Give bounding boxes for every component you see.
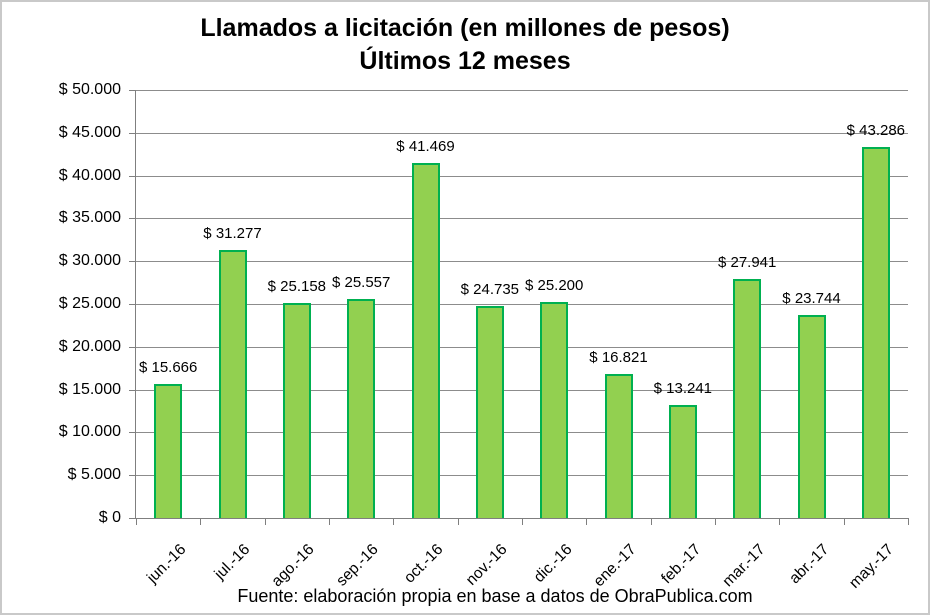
y-axis-tick xyxy=(129,518,136,519)
y-axis-tick xyxy=(129,218,136,220)
y-axis-tick xyxy=(129,175,136,177)
y-axis-tick xyxy=(129,90,136,91)
bar xyxy=(668,404,697,518)
x-axis-tick xyxy=(586,518,588,525)
gridline xyxy=(136,475,908,477)
x-axis-tick xyxy=(908,518,909,525)
bar-value-label: $ 43.286 xyxy=(846,122,906,140)
x-axis-tick xyxy=(329,518,330,525)
y-axis-tick xyxy=(129,304,136,305)
bar-value-label: $ 27.941 xyxy=(717,253,777,271)
y-axis-tick-label: $ 0 xyxy=(98,509,121,526)
bar xyxy=(604,374,633,518)
bar-value-label: $ 13.241 xyxy=(653,379,713,397)
bar xyxy=(733,278,762,518)
gridline xyxy=(136,90,908,91)
y-axis-tick-label: $ 10.000 xyxy=(58,423,121,441)
y-axis-tick-label: $ 25.000 xyxy=(58,295,121,312)
x-axis-label: feb.-17 xyxy=(657,541,704,588)
y-axis-tick-label: $ 15.000 xyxy=(58,380,121,398)
x-axis-label: oct.-16 xyxy=(400,541,447,587)
y-axis-tick-label: $ 35.000 xyxy=(58,209,121,227)
x-axis-label: dic.-16 xyxy=(530,541,576,586)
plot-area: $ 15.666 jun.-16 $ 31.277 jul.-16 $ 25.158 ag… xyxy=(129,90,909,592)
x-axis-label: ago.-16 xyxy=(268,541,318,591)
bar xyxy=(540,302,569,518)
y-axis-tick-label: $ 30.000 xyxy=(58,252,121,270)
y-axis-tick xyxy=(129,432,136,434)
x-axis-label: abr.-17 xyxy=(786,541,833,588)
x-axis-tick xyxy=(457,518,459,525)
bar-value-label: $ 15.666 xyxy=(138,358,198,376)
gridline xyxy=(136,175,908,177)
chart-title: Llamados a licitación (en millones de pe… xyxy=(2,12,928,78)
bar-value-label: $ 23.744 xyxy=(782,289,841,307)
bar-value-label: $ 25.557 xyxy=(331,274,391,292)
bar-value-label: $ 31.277 xyxy=(203,225,262,243)
x-axis-tick xyxy=(779,518,781,525)
gridline xyxy=(136,304,908,305)
x-axis-label: jul.-16 xyxy=(211,541,254,583)
bar-value-label: $ 25.200 xyxy=(524,277,584,295)
bar xyxy=(797,314,826,518)
x-axis-label: nov.-16 xyxy=(463,541,511,589)
gridline xyxy=(136,218,908,220)
bar xyxy=(282,302,311,518)
x-axis-label: ene.-17 xyxy=(590,541,640,591)
y-axis-tick xyxy=(129,132,136,134)
bar-value-label: $ 16.821 xyxy=(589,349,648,366)
y-axis-tick-label: $ 5.000 xyxy=(67,466,121,484)
bar-value-label: $ 25.158 xyxy=(267,277,327,295)
y-axis-tick xyxy=(129,346,136,348)
bar-value-label: $ 41.469 xyxy=(396,138,455,156)
bar xyxy=(861,147,890,518)
y-axis-tick-label: $ 50.000 xyxy=(58,81,121,98)
y-axis-tick-label: $ 20.000 xyxy=(58,337,121,355)
y-axis-tick-label: $ 40.000 xyxy=(58,166,121,184)
bar xyxy=(218,250,247,518)
x-axis-tick xyxy=(843,518,845,525)
x-axis-label: jun.-16 xyxy=(143,541,190,587)
x-axis-label: sep.-16 xyxy=(333,541,383,590)
chart-title-line2: Últimos 12 meses xyxy=(359,47,571,75)
x-axis-label: mar.-17 xyxy=(718,541,769,591)
y-axis-tick xyxy=(129,475,136,477)
y-axis-tick xyxy=(129,261,136,263)
gridline xyxy=(136,346,908,348)
x-axis-label: may.-17 xyxy=(846,541,897,592)
bar xyxy=(475,306,504,518)
x-axis-tick xyxy=(522,518,523,525)
bar xyxy=(347,299,376,518)
gridline xyxy=(136,132,908,134)
y-axis-tick xyxy=(129,389,136,391)
gridline xyxy=(136,261,908,263)
bar xyxy=(411,163,440,518)
chart-title-line1: Llamados a licitación (en millones de pe… xyxy=(200,14,730,42)
y-axis-labels: $ 50.000 $ 45.000 $ 40.000 $ 35.000 $ 30.000… xyxy=(2,81,121,526)
footer-source-text: Fuente: elaboración propia en base a dat… xyxy=(237,586,753,606)
x-axis-tick xyxy=(264,518,266,525)
bar xyxy=(154,383,183,518)
bar-value-label: $ 24.735 xyxy=(460,281,520,299)
x-axis-tick xyxy=(650,518,652,525)
x-axis-tick xyxy=(136,518,137,525)
x-axis-tick xyxy=(715,518,716,525)
gridline xyxy=(136,389,908,391)
x-axis-tick xyxy=(200,518,202,525)
x-axis-tick xyxy=(393,518,395,525)
gridline xyxy=(136,432,908,434)
y-axis-tick-label: $ 45.000 xyxy=(58,123,121,141)
